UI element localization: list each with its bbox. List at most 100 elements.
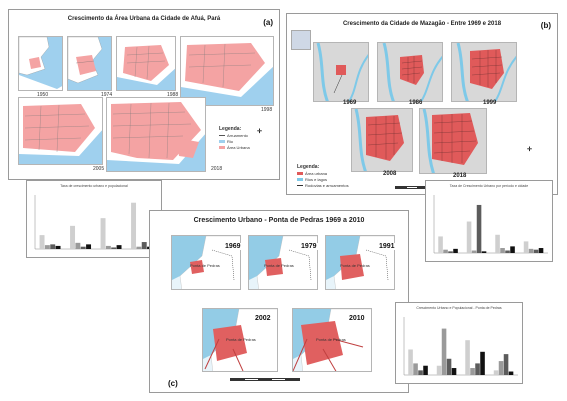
chart-bottom-plot xyxy=(403,317,518,376)
legend-title: Legenda: xyxy=(219,126,242,132)
chart-bar xyxy=(503,354,509,375)
chart-bar xyxy=(441,328,447,375)
legend-item-urban: Área urbana xyxy=(305,171,328,176)
legend-title: Legenda: xyxy=(297,164,320,170)
panel-afua-legend: Legenda: Arruamento Rio Área Urbana xyxy=(219,126,250,150)
chart-bar xyxy=(451,368,457,375)
chart-bar xyxy=(453,248,458,253)
chart-right: Taxa de Crescimento Urbano por período e… xyxy=(425,180,553,262)
year-label-1988: 1988 xyxy=(167,92,179,98)
compass-icon: ✛ xyxy=(527,147,533,153)
year-label-1998: 1998 xyxy=(261,107,273,113)
map-ponta-2002 xyxy=(202,308,278,372)
place-label: Ponta de Pedras xyxy=(316,337,346,342)
urban-swatch xyxy=(219,146,225,149)
chart-bar xyxy=(408,349,413,375)
chart-axis xyxy=(34,195,157,250)
chart-bar xyxy=(495,234,500,253)
panel-afua: Crescimento da Área Urbana da Cidade de … xyxy=(8,9,280,180)
chart-bar xyxy=(498,361,504,375)
chart-bar xyxy=(446,358,452,375)
chart-bar xyxy=(423,365,428,375)
map-afua-2005 xyxy=(18,97,103,165)
panel-mazagao: Crescimento da Cidade de Mazagão - Entre… xyxy=(286,13,558,195)
water-swatch xyxy=(297,178,303,181)
chart-bar xyxy=(413,363,418,375)
chart-bar xyxy=(500,248,505,253)
year-label-1986: 1986 xyxy=(409,100,423,106)
chart-bar xyxy=(418,370,423,375)
panel-afua-label: (a) xyxy=(263,18,273,27)
panel-ponta-title: Crescimento Urbano - Ponta de Pedras 196… xyxy=(193,217,365,224)
chart-bar xyxy=(443,249,448,253)
year-label-1974: 1974 xyxy=(101,92,113,98)
chart-bar xyxy=(476,204,482,253)
chart-bar xyxy=(523,241,529,253)
chart-left: Taxa de crescimento urbano e populaciona… xyxy=(26,180,162,258)
year-label-1969: 1969 xyxy=(343,100,357,106)
place-label: Ponta de Pedras xyxy=(226,337,256,342)
chart-bar xyxy=(39,235,45,249)
chart-left-plot xyxy=(34,195,157,250)
chart-bar xyxy=(493,370,499,375)
chart-axis xyxy=(433,195,548,254)
chart-bar xyxy=(471,250,477,253)
panel-ponta-de-pedras: Crescimento Urbano - Ponta de Pedras 196… xyxy=(149,210,409,393)
chart-left-title: Taxa de crescimento urbano e populaciona… xyxy=(60,184,128,188)
map-mazagao-1986 xyxy=(377,42,443,102)
chart-bar xyxy=(100,218,106,249)
compass-icon: ✛ xyxy=(257,129,263,135)
chart-bar xyxy=(80,246,86,249)
year-label-1979: 1979 xyxy=(300,243,318,250)
chart-bottom: Crescimento Urbano e Populacional - Pont… xyxy=(395,302,523,384)
panel-ponta-label: (c) xyxy=(168,379,178,388)
road-swatch xyxy=(297,185,303,186)
place-label: Ponta de Pedras xyxy=(340,263,370,268)
map-mazagao-1969 xyxy=(313,42,369,102)
chart-bar xyxy=(475,363,480,375)
locator-map xyxy=(291,30,311,50)
chart-right-plot xyxy=(433,195,548,254)
chart-bar xyxy=(44,245,50,249)
chart-bar xyxy=(466,221,472,253)
year-label-2002: 2002 xyxy=(254,315,272,322)
year-label-2010: 2010 xyxy=(348,315,366,322)
chart-bar xyxy=(136,246,142,249)
panel-afua-title: Crescimento da Área Urbana da Cidade de … xyxy=(67,16,221,22)
map-afua-1974 xyxy=(67,36,112,91)
legend-item-roads: Rodovias e arruamentos xyxy=(305,183,349,188)
year-label-2008: 2008 xyxy=(383,171,397,177)
urban-swatch xyxy=(297,172,303,175)
map-afua-1998 xyxy=(180,36,274,106)
map-mazagao-1999 xyxy=(451,42,517,102)
place-label: Ponta de Pedras xyxy=(190,263,220,268)
year-label-1950: 1950 xyxy=(37,92,49,98)
chart-bar xyxy=(510,246,515,253)
legend-item-river: Rio xyxy=(227,139,234,144)
year-label-2005: 2005 xyxy=(93,166,105,172)
legend-item-water: Rios e lagos xyxy=(305,177,328,182)
chart-bar xyxy=(55,245,61,249)
legend-item-urban: Área Urbana xyxy=(227,145,250,150)
chart-bar xyxy=(528,248,534,253)
street-swatch xyxy=(219,135,225,136)
year-label-2018: 2018 xyxy=(211,166,223,172)
chart-bar xyxy=(465,340,470,375)
chart-bar xyxy=(481,251,487,253)
panel-mazagao-label: (b) xyxy=(540,21,551,30)
chart-bar xyxy=(141,242,147,249)
chart-bar xyxy=(111,247,117,249)
map-afua-2018 xyxy=(106,97,206,172)
map-mazagao-2018 xyxy=(419,108,487,174)
chart-bar xyxy=(538,248,544,253)
chart-bar xyxy=(438,236,443,253)
panel-mazagao-title: Crescimento da Cidade de Mazagão - Entre… xyxy=(342,21,502,27)
chart-bar xyxy=(131,202,137,249)
year-label-1991: 1991 xyxy=(378,243,396,250)
chart-bar xyxy=(505,250,510,253)
chart-bar xyxy=(75,242,81,249)
chart-right-title: Taxa de Crescimento Urbano por período e… xyxy=(449,184,529,188)
chart-bar xyxy=(533,249,539,253)
chart-bar xyxy=(86,244,92,249)
year-label-2018: 2018 xyxy=(453,173,467,179)
